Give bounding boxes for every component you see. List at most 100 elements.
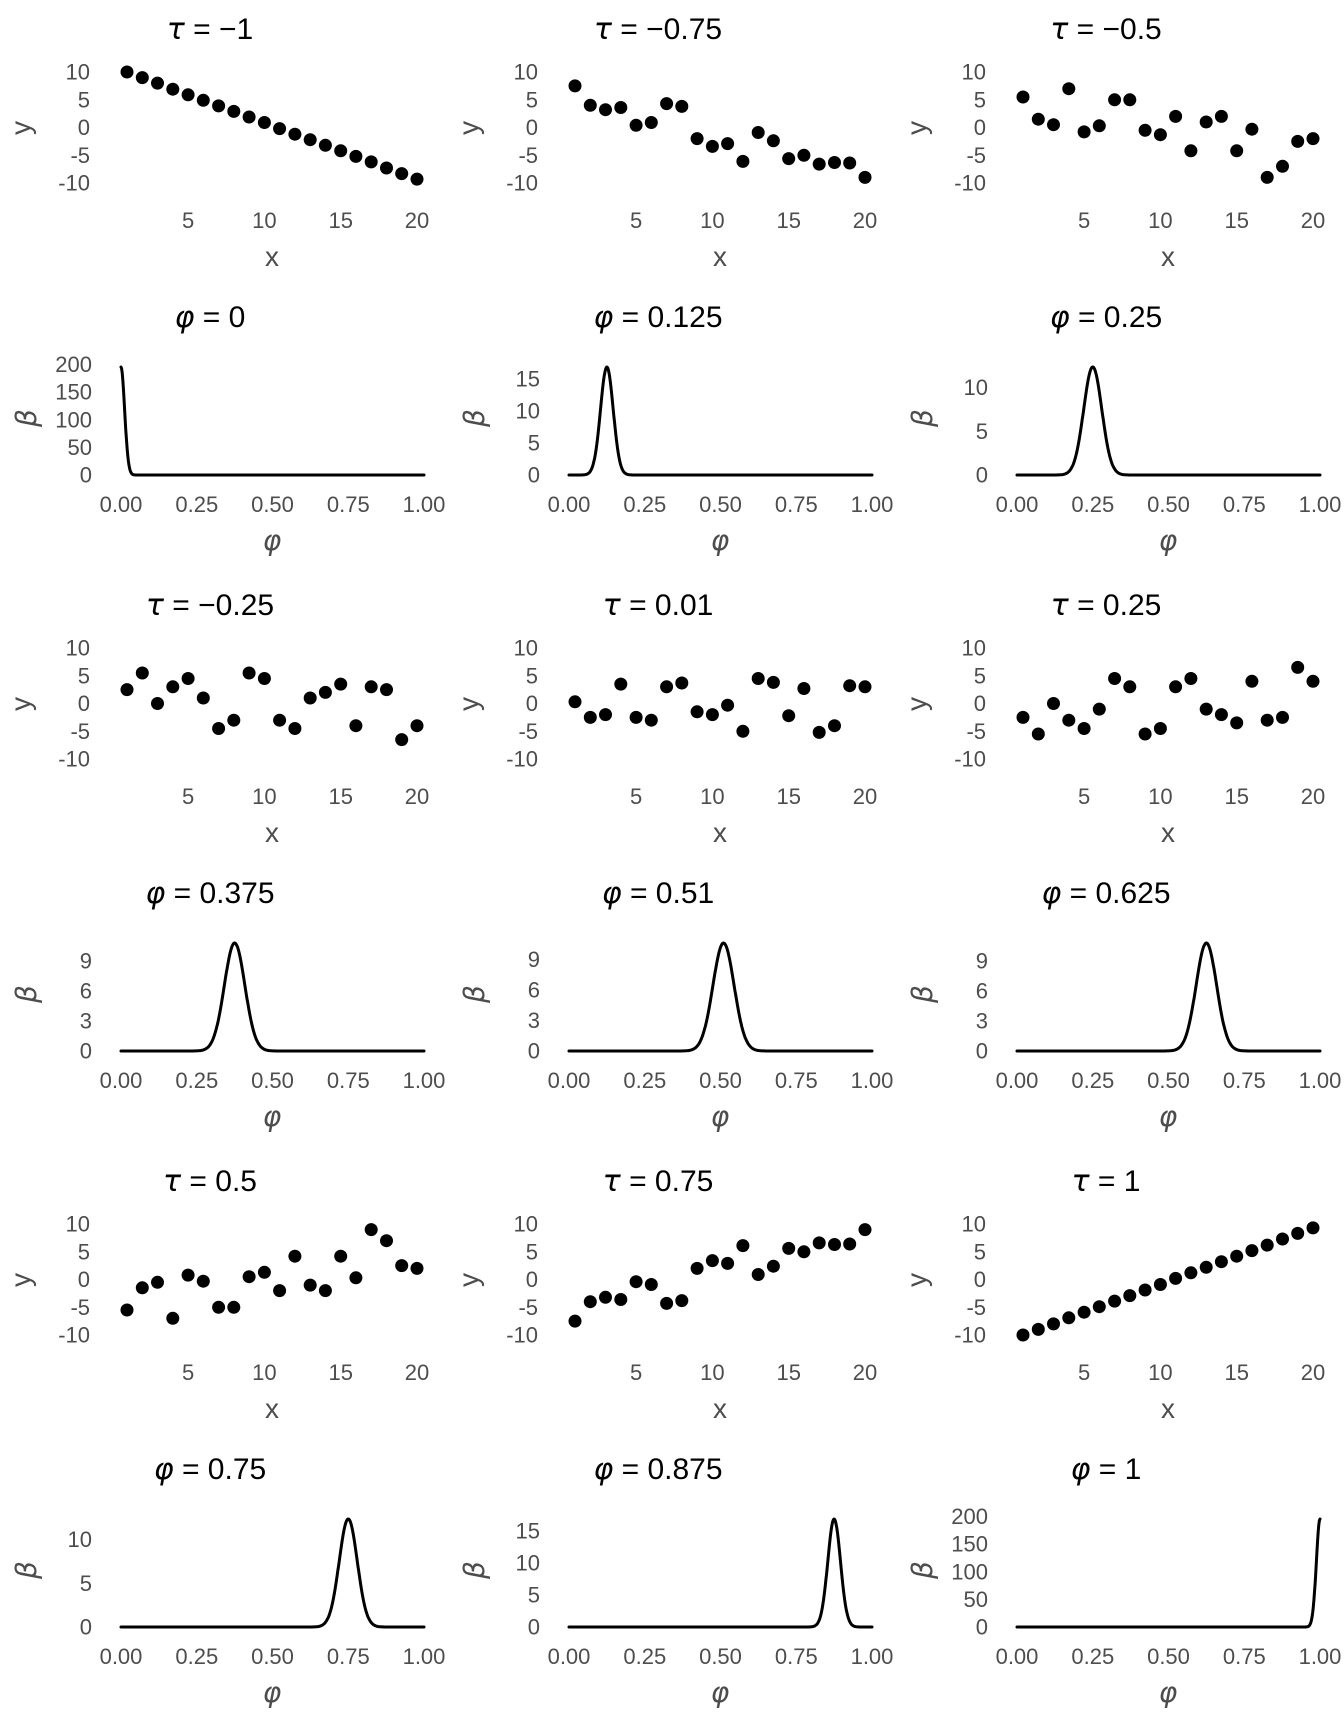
x-tick-label: 1.00 (1299, 492, 1342, 517)
data-point (1047, 118, 1060, 132)
y-tick-label: 5 (526, 88, 538, 113)
y-tick-label: 3 (80, 1009, 92, 1034)
data-point (1092, 1300, 1106, 1314)
data-point (380, 1234, 393, 1248)
data-point (151, 1275, 164, 1289)
data-point (334, 677, 348, 691)
data-point (196, 1274, 210, 1288)
y-tick-label: 10 (514, 60, 538, 85)
y-tick-label: 5 (526, 664, 538, 689)
data-point (364, 1223, 378, 1237)
data-point (227, 1300, 241, 1314)
x-tick-label: 5 (630, 784, 642, 809)
data-point (212, 722, 226, 735)
plot-title: τ = 1 (936, 1164, 1276, 1199)
plot-canvas: 0 5 10 15 0.00 0.25 0.50 0.75 1.00 φ β (458, 1517, 893, 1709)
y-axis-label: y (901, 697, 932, 711)
data-point (1230, 144, 1244, 158)
y-tick-label: 15 (516, 366, 540, 391)
plot-title-value: = −0.75 (611, 13, 723, 46)
plot-title-var: φ (601, 876, 622, 911)
data-point (151, 697, 164, 710)
plot-cell-tau-neg05: τ = −0.5 10 5 0 -5 -10 5 10 15 20 x y (896, 0, 1344, 288)
plot-title-value: = 0.375 (165, 877, 275, 910)
data-point (705, 139, 719, 153)
data-point (196, 691, 210, 705)
x-axis-label: x (1161, 1393, 1175, 1424)
y-tick-label: 0 (526, 1267, 538, 1292)
y-tick-label: 0 (976, 463, 988, 488)
x-tick-label: 0.75 (327, 492, 370, 517)
data-point (751, 126, 765, 139)
data-point (273, 713, 287, 727)
data-point (1108, 1294, 1122, 1308)
data-point (736, 154, 750, 168)
x-tick-label: 0.00 (548, 1068, 591, 1093)
x-tick-label: 20 (1301, 784, 1325, 809)
plot-title-value: = −0.5 (1068, 13, 1162, 46)
x-axis-label: x (713, 817, 727, 848)
data-point (751, 1268, 765, 1281)
data-point (1199, 702, 1213, 716)
y-tick-label: -10 (58, 747, 90, 772)
x-tick-label: 20 (1301, 1360, 1325, 1385)
plot-title: τ = −0.75 (488, 12, 828, 47)
y-tick-label: 200 (55, 352, 92, 377)
plot-cell-phi-0375: φ = 0.375 0 3 6 9 0.00 0.25 0.50 0.75 1.00 φ β (0, 864, 448, 1152)
data-point (1276, 1232, 1289, 1246)
y-tick-label: 0 (526, 691, 538, 716)
x-tick-label: 5 (1078, 784, 1090, 809)
y-tick-label: 0 (974, 691, 986, 716)
y-tick-label: 3 (976, 1009, 988, 1034)
x-tick-label: 10 (252, 1360, 276, 1385)
x-axis-label: x (1161, 241, 1175, 272)
data-point (1062, 713, 1076, 727)
y-tick-label: 10 (514, 636, 538, 661)
plot-cell-tau-075: τ = 0.75 10 5 0 -5 -10 5 10 15 20 x y (448, 1152, 896, 1440)
data-point (1306, 1221, 1320, 1235)
y-tick-label: 0 (80, 463, 92, 488)
plot-title-var: τ (602, 1164, 621, 1199)
y-tick-label: -5 (966, 143, 986, 168)
data-point (828, 156, 841, 169)
plot-canvas: 0 3 6 9 0.00 0.25 0.50 0.75 1.00 φ β (906, 941, 1341, 1133)
x-tick-label: 0.25 (175, 1068, 218, 1093)
density-curve (119, 365, 426, 477)
plot-title-var: τ (1071, 1164, 1090, 1199)
x-tick-label: 0.25 (175, 492, 218, 517)
plot-title-value: = −1 (184, 13, 254, 46)
x-tick-label: 5 (630, 208, 642, 233)
x-tick-label: 10 (700, 1360, 724, 1385)
data-point (1077, 125, 1091, 139)
y-tick-label: 150 (951, 1532, 988, 1557)
y-tick-label: 5 (976, 419, 988, 444)
data-point (1169, 680, 1183, 694)
data-point (1306, 132, 1320, 146)
data-point (410, 172, 424, 186)
plot-title-var: φ (174, 300, 195, 335)
plot-title-var: φ (1070, 1452, 1091, 1487)
data-point (349, 1271, 363, 1285)
data-point (1199, 1260, 1213, 1274)
plot-cell-tau-025: τ = 0.25 10 5 0 -5 -10 5 10 15 20 x y (896, 576, 1344, 864)
density-curve (1015, 1517, 1322, 1629)
x-axis-label: φ (711, 524, 730, 557)
data-point (242, 1270, 256, 1284)
data-point (812, 1236, 826, 1250)
x-tick-label: 15 (776, 208, 800, 233)
data-point (812, 157, 826, 171)
data-point (257, 1265, 271, 1279)
x-tick-label: 20 (405, 1360, 429, 1385)
y-tick-label: -10 (954, 1323, 986, 1348)
data-point (629, 710, 643, 724)
x-tick-label: 0.00 (548, 492, 591, 517)
x-tick-label: 0.25 (623, 1644, 666, 1669)
y-tick-label: 0 (974, 115, 986, 140)
plot-cell-phi-1: φ = 1 0 50 100 150 200 0.00 0.25 0.50 0.75 1.00 φ β (896, 1440, 1344, 1728)
data-point (288, 722, 302, 735)
x-tick-label: 15 (328, 784, 352, 809)
data-point (1199, 115, 1213, 129)
data-point (1260, 713, 1274, 727)
y-tick-label: -5 (70, 1295, 90, 1320)
x-tick-label: 0.75 (327, 1644, 370, 1669)
